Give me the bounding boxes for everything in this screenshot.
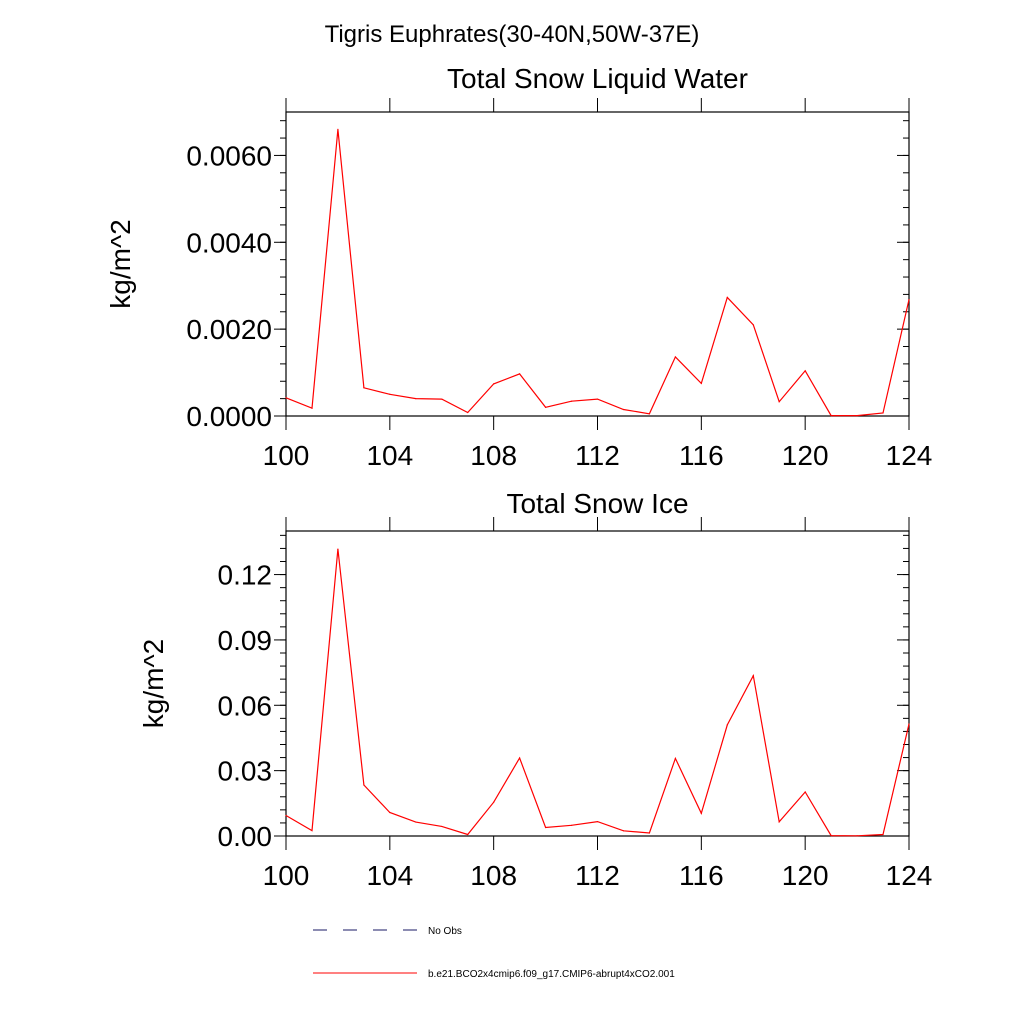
data-point	[389, 811, 391, 814]
x-tick-label: 104	[366, 860, 413, 891]
data-point	[856, 414, 858, 417]
data-point	[544, 826, 547, 829]
data-point	[285, 397, 287, 399]
data-point	[804, 791, 806, 793]
x-tick-label: 124	[886, 860, 933, 891]
chart-title: Total Snow Ice	[506, 488, 688, 519]
data-point	[570, 400, 573, 402]
x-tick-label: 108	[470, 440, 517, 471]
x-tick-label: 100	[263, 860, 310, 891]
data-point	[311, 829, 313, 832]
data-point	[778, 821, 780, 823]
y-tick-label: 0.0000	[186, 401, 272, 432]
data-point	[285, 814, 287, 817]
x-tick-label: 112	[575, 440, 620, 471]
y-tick-label: 0.0020	[186, 314, 272, 345]
data-point	[363, 784, 365, 786]
data-point	[700, 812, 702, 814]
data-point	[493, 383, 495, 385]
x-tick-label: 120	[782, 860, 829, 891]
data-point	[882, 833, 884, 836]
x-tick-label: 104	[366, 440, 413, 471]
y-axis-label: kg/m^2	[138, 639, 169, 728]
data-point	[726, 296, 728, 299]
data-point	[908, 299, 910, 301]
x-tick-label: 100	[263, 440, 310, 471]
data-point	[622, 830, 625, 832]
data-point	[648, 413, 651, 415]
data-point	[700, 382, 702, 385]
x-tick-label: 116	[679, 860, 724, 891]
data-point	[389, 393, 391, 395]
data-point	[908, 723, 910, 725]
data-point	[596, 821, 599, 823]
y-tick-label: 0.0040	[186, 227, 272, 258]
y-tick-label: 0.12	[218, 560, 273, 591]
data-point	[570, 824, 573, 826]
figure-suptitle: Tigris Euphrates(30-40N,50W-37E)	[325, 21, 700, 48]
data-point	[804, 370, 806, 372]
data-point	[415, 821, 417, 823]
data-point	[519, 373, 521, 375]
data-point	[674, 757, 676, 760]
data-point	[752, 324, 754, 326]
data-point	[622, 408, 625, 411]
chart-panel-snow-liquid-water: Total Snow Liquid Water kg/m^2 100 104 108 11…	[105, 63, 932, 471]
data-point	[467, 411, 469, 414]
y-axis-label: kg/m^2	[105, 219, 136, 308]
y-tick-label: 0.06	[218, 690, 273, 721]
data-point	[648, 832, 651, 834]
data-point	[337, 548, 339, 550]
data-point	[674, 356, 676, 358]
data-point	[337, 128, 339, 130]
x-tick-label: 120	[782, 440, 829, 471]
data-point	[752, 675, 754, 677]
data-point	[493, 801, 495, 803]
data-point	[441, 398, 443, 400]
data-point	[830, 414, 832, 417]
x-tick-label: 116	[679, 440, 724, 471]
x-tick-label: 124	[886, 440, 933, 471]
chart-title: Total Snow Liquid Water	[447, 63, 748, 94]
data-point	[778, 401, 780, 403]
data-point	[441, 825, 443, 828]
data-point	[830, 834, 832, 837]
x-tick-label: 108	[470, 860, 517, 891]
legend-label-no-obs: No Obs	[428, 926, 462, 937]
data-point	[856, 835, 858, 837]
data-point	[596, 398, 599, 400]
y-tick-label: 0.03	[218, 756, 273, 787]
data-point	[467, 833, 469, 836]
data-point	[519, 757, 521, 759]
y-tick-label: 0.0060	[186, 140, 272, 171]
data-point	[363, 387, 365, 389]
x-tick-label: 112	[575, 860, 620, 891]
legend: No Obs b.e21.BCO2x4cmip6.f09_g17.CMIP6-a…	[313, 926, 675, 980]
data-point	[415, 398, 417, 400]
data-point	[726, 724, 728, 726]
y-tick-label: 0.09	[218, 625, 273, 656]
legend-label-model-run: b.e21.BCO2x4cmip6.f09_g17.CMIP6-abrupt4x…	[428, 969, 675, 980]
y-tick-label: 0.00	[218, 821, 273, 852]
data-point	[544, 406, 547, 408]
data-point	[882, 412, 884, 414]
data-point	[311, 407, 313, 409]
chart-panel-snow-ice: Total Snow Ice kg/m^2 100 104 108 112 116 120 12…	[138, 488, 932, 891]
